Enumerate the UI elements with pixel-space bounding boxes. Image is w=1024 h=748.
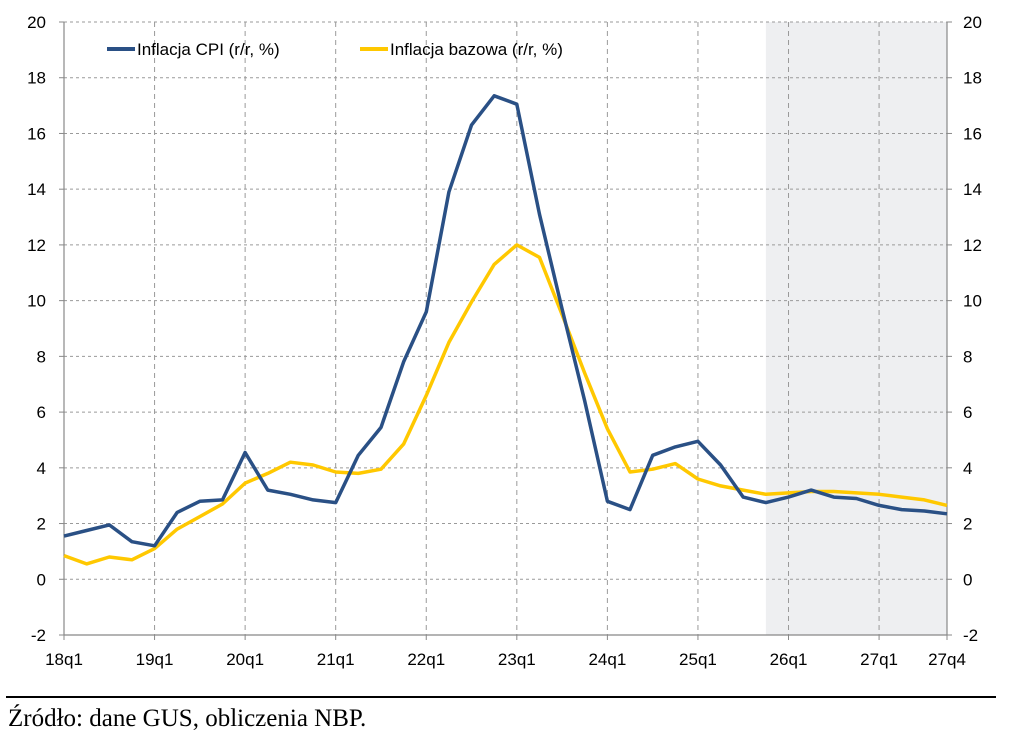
y-tick-label-right: 4 xyxy=(963,459,972,478)
y-tick-label-left: 18 xyxy=(27,69,46,88)
x-tick-label: 27q1 xyxy=(860,650,898,669)
y-tick-label-left: 2 xyxy=(37,515,46,534)
x-tick-label: 18q1 xyxy=(45,650,83,669)
y-tick-label-left: 8 xyxy=(37,347,46,366)
y-tick-label-right: 20 xyxy=(963,13,982,32)
x-tick-label: 19q1 xyxy=(136,650,174,669)
y-tick-label-right: 14 xyxy=(963,180,982,199)
y-tick-label-left: 20 xyxy=(27,13,46,32)
y-tick-label-right: 10 xyxy=(963,292,982,311)
source-note: Źródło: dane GUS, obliczenia NBP. xyxy=(8,705,367,732)
source-divider xyxy=(6,696,996,698)
y-tick-label-right: 6 xyxy=(963,403,972,422)
y-tick-label-left: -2 xyxy=(31,626,46,645)
y-tick-label-right: 8 xyxy=(963,347,972,366)
series-line xyxy=(63,94,948,548)
x-tick-label: 25q1 xyxy=(679,650,717,669)
forecast-shaded-region xyxy=(765,22,947,635)
y-tick-label-left: 6 xyxy=(37,403,46,422)
y-tick-label-left: 14 xyxy=(27,180,46,199)
y-tick-label-left: 16 xyxy=(27,124,46,143)
y-tick-label-left: 0 xyxy=(37,570,46,589)
legend-label: Inflacja CPI (r/r, %) xyxy=(137,40,280,59)
y-tick-label-right: -2 xyxy=(963,626,978,645)
x-tick-label: 24q1 xyxy=(588,650,626,669)
inflation-chart: -2 -2 0 0 2 2 4 4 6 6 8 8 10 10 12 12 14 14 16 16 18 18 20 20 18… xyxy=(27,13,982,669)
y-tick-label-left: 10 xyxy=(27,292,46,311)
x-tick-label: 23q1 xyxy=(498,650,536,669)
x-tick-label: 21q1 xyxy=(317,650,355,669)
y-tick-label-right: 16 xyxy=(963,124,982,143)
x-tick-label: 22q1 xyxy=(407,650,445,669)
legend-label: Inflacja bazowa (r/r, %) xyxy=(390,40,563,59)
y-tick-label-right: 2 xyxy=(963,515,972,534)
y-tick-label-right: 12 xyxy=(963,236,982,255)
y-tick-label-right: 0 xyxy=(963,570,972,589)
x-tick-label: 26q1 xyxy=(770,650,808,669)
x-tick-label: 20q1 xyxy=(226,650,264,669)
y-tick-label-right: 18 xyxy=(963,69,982,88)
x-tick-label: 27q4 xyxy=(928,650,966,669)
y-tick-label-left: 12 xyxy=(27,236,46,255)
y-tick-label-left: 4 xyxy=(37,459,46,478)
